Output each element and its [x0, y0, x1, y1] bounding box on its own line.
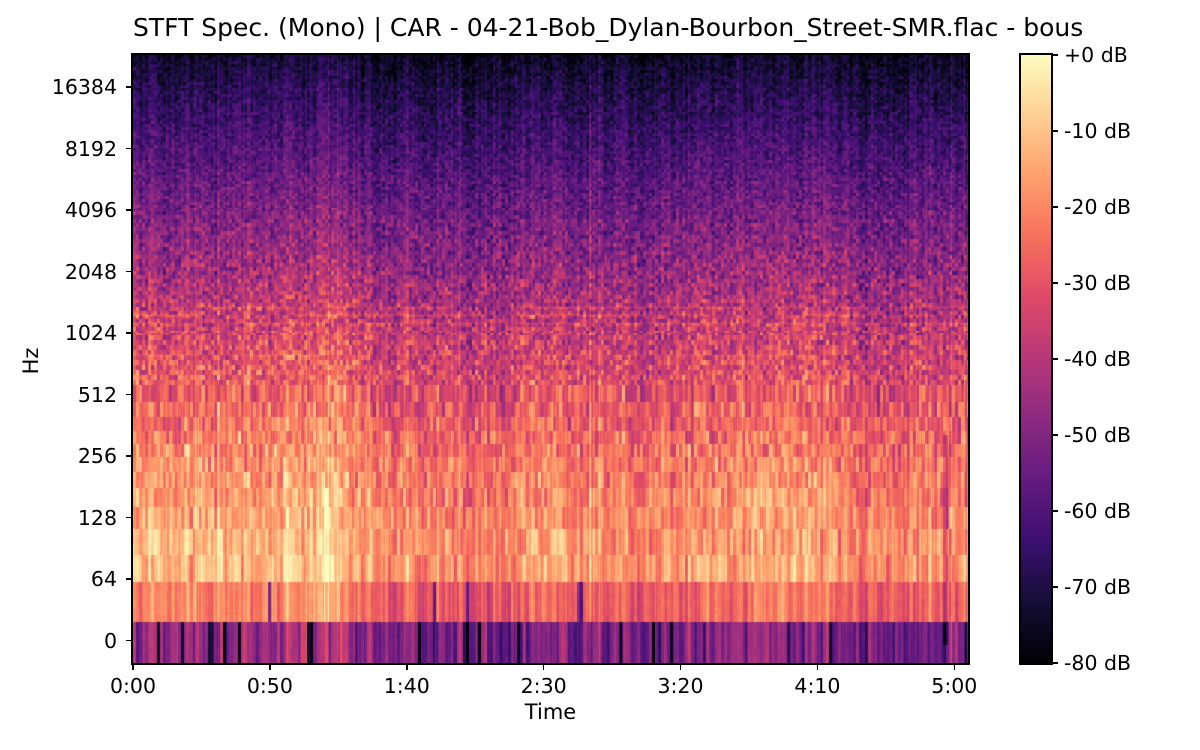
plot-title: STFT Spec. (Mono) | CAR - 04-21-Bob_Dyla… [133, 13, 1084, 42]
y-tick-label: 0 [103, 628, 117, 653]
colorbar-tick-label: -50 dB [1064, 423, 1132, 447]
y-tick-label: 64 [90, 566, 117, 591]
x-tick-label: 0:50 [246, 674, 293, 698]
x-tick-mark [406, 663, 408, 670]
colorbar-tick-mark [1051, 130, 1058, 132]
x-tick-mark [816, 663, 819, 670]
spectrogram-canvas [133, 55, 968, 663]
colorbar-tick-mark [1051, 434, 1058, 436]
x-tick-label: 0:00 [109, 674, 157, 698]
colorbar-tick-mark [1051, 662, 1058, 664]
y-tick-label: 512 [77, 382, 117, 407]
colorbar-tick-mark [1051, 206, 1058, 208]
x-tick-mark [679, 663, 682, 670]
y-tick-label: 16384 [51, 74, 117, 99]
y-axis-label: Hz [19, 347, 43, 375]
colorbar-tick-mark [1051, 54, 1058, 56]
y-tick-mark [126, 393, 133, 396]
x-tick-label: 4:10 [794, 674, 841, 698]
colorbar-tick-mark [1051, 358, 1058, 360]
x-tick-label: 3:20 [657, 674, 704, 698]
y-tick-mark [126, 209, 133, 211]
y-tick-mark [126, 86, 133, 88]
colorbar [1019, 53, 1053, 665]
colorbar-tick-label: -10 dB [1064, 119, 1132, 143]
y-tick-mark [126, 270, 133, 273]
y-tick-label: 256 [77, 443, 117, 468]
y-tick-label: 128 [77, 505, 117, 530]
plot-area [131, 53, 970, 665]
x-tick-label: 5:00 [931, 674, 978, 698]
y-tick-mark [126, 578, 133, 580]
colorbar-tick-label: +0 dB [1064, 43, 1128, 67]
y-tick-label: 4096 [64, 197, 117, 222]
y-tick-mark [126, 332, 133, 334]
y-tick-mark [126, 639, 133, 642]
colorbar-tick-label: -20 dB [1064, 195, 1132, 219]
colorbar-tick-mark [1051, 586, 1058, 588]
colorbar-tick-mark [1051, 510, 1058, 512]
colorbar-tick-label: -40 dB [1064, 347, 1132, 371]
colorbar-tick-label: -60 dB [1064, 499, 1132, 523]
colorbar-tick-label: -80 dB [1064, 651, 1132, 675]
x-tick-mark [132, 663, 134, 670]
y-tick-label: 1024 [64, 320, 117, 345]
x-tick-label: 1:40 [383, 674, 430, 698]
x-tick-label: 2:30 [520, 674, 567, 698]
x-tick-mark [269, 663, 271, 670]
y-tick-mark [126, 147, 133, 150]
y-tick-label: 8192 [64, 136, 117, 161]
y-tick-label: 2048 [64, 259, 117, 284]
x-tick-mark [542, 663, 545, 670]
colorbar-tick-mark [1051, 282, 1058, 284]
colorbar-tick-label: -30 dB [1064, 271, 1132, 295]
x-tick-mark [953, 663, 956, 670]
x-axis-label: Time [524, 700, 577, 724]
y-tick-mark [126, 455, 133, 457]
y-tick-mark [126, 516, 133, 519]
colorbar-tick-label: -70 dB [1064, 575, 1132, 599]
